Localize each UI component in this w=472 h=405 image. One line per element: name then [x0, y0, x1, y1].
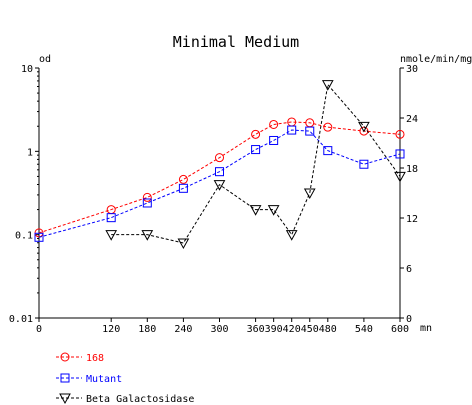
- y-left-axis-label: od: [39, 54, 51, 65]
- y-right-tick-label: 0: [406, 314, 412, 325]
- data-point: [287, 125, 297, 135]
- series-layer: [34, 80, 406, 250]
- data-point: [321, 80, 334, 91]
- legend-label: Beta Galactosidase: [86, 394, 194, 405]
- y-right-tick-label: 24: [406, 114, 418, 125]
- y-right-axis-label: nmole/min/mg: [400, 54, 472, 65]
- data-point: [395, 129, 405, 139]
- chart-title: Minimal Medium: [173, 33, 299, 51]
- data-point: [269, 135, 279, 145]
- y-left-tick-label: 0.01: [9, 314, 33, 325]
- data-point: [251, 145, 261, 155]
- series-2: [105, 80, 406, 250]
- y-right-tick-label: 12: [406, 214, 418, 225]
- y-right-ticks: 0 6 12 18 24 30: [400, 64, 418, 325]
- legend: 168 Mutant Beta Galactosidase: [56, 352, 194, 405]
- data-point: [105, 230, 118, 241]
- y-left-tick-label: 1: [27, 147, 33, 158]
- y-left-ticks: 0.01 0.1 1 10: [9, 64, 39, 325]
- data-point: [267, 205, 280, 216]
- series-1: [34, 125, 405, 242]
- data-point: [142, 198, 152, 208]
- data-point: [305, 126, 315, 136]
- data-point: [213, 180, 226, 191]
- x-axis-unit-label: mn: [420, 323, 432, 334]
- series-0: [34, 117, 405, 238]
- legend-marker: [60, 352, 70, 362]
- data-point: [106, 213, 116, 223]
- x-tick-label: 180: [138, 324, 156, 335]
- data-point: [269, 119, 279, 129]
- data-point: [215, 167, 224, 177]
- x-tick-label: 120: [102, 324, 120, 335]
- x-tick-label: 360: [247, 324, 265, 335]
- data-point: [178, 183, 188, 193]
- x-tick-label: 480: [319, 324, 337, 335]
- data-point: [142, 192, 152, 202]
- legend-marker: [59, 393, 71, 405]
- data-point: [323, 146, 333, 156]
- data-point: [34, 232, 44, 242]
- data-point: [285, 230, 298, 241]
- data-point: [323, 122, 333, 132]
- y-right-tick-label: 30: [406, 64, 418, 75]
- series-line: [38, 129, 401, 238]
- x-tick-label: 420: [283, 324, 301, 335]
- data-point: [178, 174, 188, 184]
- data-point: [251, 129, 261, 139]
- x-tick-label: 0: [36, 324, 42, 335]
- data-point: [359, 159, 369, 169]
- y-left-tick-label: 0.1: [15, 231, 33, 242]
- x-tick-label: 300: [210, 324, 228, 335]
- data-point: [249, 205, 262, 216]
- x-ticks: 0 120 180 240 300 360 390 420 450 480 540 600: [36, 318, 409, 335]
- series-line: [38, 121, 401, 234]
- x-tick-label: 390: [265, 324, 283, 335]
- data-point: [215, 153, 224, 163]
- y-left-tick-label: 10: [21, 64, 33, 75]
- y-right-tick-label: 18: [406, 164, 418, 175]
- x-tick-label: 240: [174, 324, 192, 335]
- data-point: [394, 171, 406, 183]
- legend-label: 168: [86, 353, 104, 364]
- legend-marker: [60, 373, 70, 383]
- data-point: [358, 121, 370, 133]
- legend-item: Mutant: [56, 373, 122, 385]
- x-tick-label: 600: [391, 324, 409, 335]
- data-point: [141, 230, 154, 241]
- data-point: [395, 149, 405, 159]
- legend-item: Beta Galactosidase: [56, 393, 194, 405]
- series-line: [111, 83, 401, 244]
- y-right-tick-label: 6: [406, 264, 412, 275]
- legend-label: Mutant: [86, 374, 122, 385]
- x-tick-label: 450: [301, 324, 319, 335]
- legend-item: 168: [56, 352, 104, 364]
- data-point: [177, 238, 190, 250]
- data-point: [303, 188, 316, 200]
- x-tick-label: 540: [355, 324, 373, 335]
